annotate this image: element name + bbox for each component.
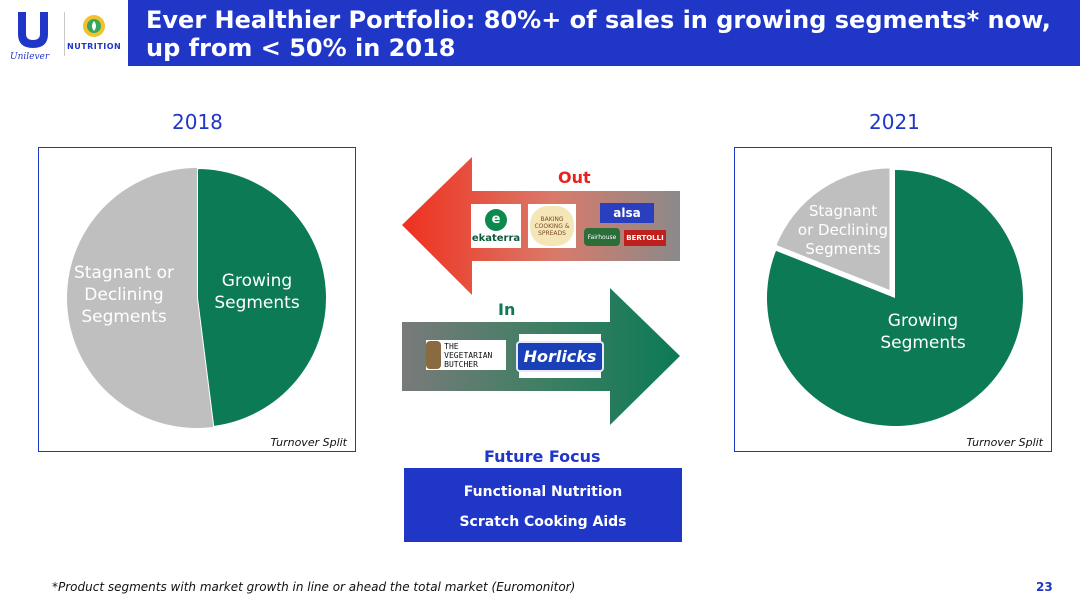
unilever-wordmark: Unilever xyxy=(10,52,50,62)
turnover-note-2018: Turnover Split xyxy=(270,436,348,449)
portfolio-flow-arrows xyxy=(402,157,680,425)
pie-label-stagnant: Stagnant or Declining Segments xyxy=(74,263,174,327)
logo-area: Unilever NUTRITION xyxy=(0,0,128,66)
ekaterra-leaf-icon: e xyxy=(485,208,507,231)
fairhouse-logo: Fairhouse xyxy=(584,228,620,246)
pie-slice-growing xyxy=(196,166,328,429)
pie-chart-2021-frame: Growing Segments Stagnant or Declining Segm… xyxy=(734,147,1052,452)
pie-chart-2018-frame: Growing Segments Stagnant or Declining Segm… xyxy=(38,147,356,452)
logo-divider xyxy=(64,12,65,56)
alsa-logo: alsa xyxy=(600,203,654,223)
future-focus-item: Functional Nutrition xyxy=(463,484,623,500)
nutrition-wordmark: NUTRITION xyxy=(67,42,122,51)
horlicks-logo: Horlicks xyxy=(515,334,605,378)
page-number: 23 xyxy=(1036,580,1053,594)
nutrition-logo-icon xyxy=(83,15,105,37)
pie-slice-stagnant xyxy=(67,168,214,428)
unilever-logo-icon xyxy=(18,12,48,48)
pie-label-stagnant: Stagnant or Declining Segments xyxy=(798,202,888,258)
butcher-badge-icon xyxy=(426,341,442,369)
bertolli-logo: BERTOLLI xyxy=(624,230,666,246)
pie-label-growing: Growing Segments xyxy=(214,271,300,313)
chart-title-2021: 2021 xyxy=(869,110,920,134)
ekaterra-logo: e ekaterra xyxy=(471,204,521,248)
pie-chart-2021: Growing Segments Stagnant or Declining Segm… xyxy=(767,166,1023,427)
in-label: In xyxy=(498,300,516,319)
pie-chart-2018: Growing Segments Stagnant or Declining Segm… xyxy=(67,166,328,429)
page-title: Ever Healthier Portfolio: 80%+ of sales … xyxy=(146,6,1051,62)
footnote: *Product segments with market growth in … xyxy=(52,580,576,594)
heart-icon: BAKING COOKING & SPREADS xyxy=(530,206,574,246)
pie-label-growing: Growing Segments xyxy=(880,311,966,353)
out-label: Out xyxy=(558,168,591,187)
baking-cooking-spreads-logo: BAKING COOKING & SPREADS xyxy=(528,204,576,248)
turnover-note-2021: Turnover Split xyxy=(966,436,1044,449)
future-focus-title: Future Focus xyxy=(484,447,601,466)
pie-slice-growing xyxy=(767,170,1023,427)
pie-slice-stagnant xyxy=(773,166,892,293)
future-focus-box: Functional Nutrition Scratch Cooking Aid… xyxy=(404,468,682,542)
chart-title-2018: 2018 xyxy=(172,110,223,134)
vegetarian-butcher-logo: THE VEGETARIAN BUTCHER xyxy=(426,340,506,370)
title-bar: Ever Healthier Portfolio: 80%+ of sales … xyxy=(128,0,1080,66)
future-focus-item: Scratch Cooking Aids xyxy=(459,514,627,530)
